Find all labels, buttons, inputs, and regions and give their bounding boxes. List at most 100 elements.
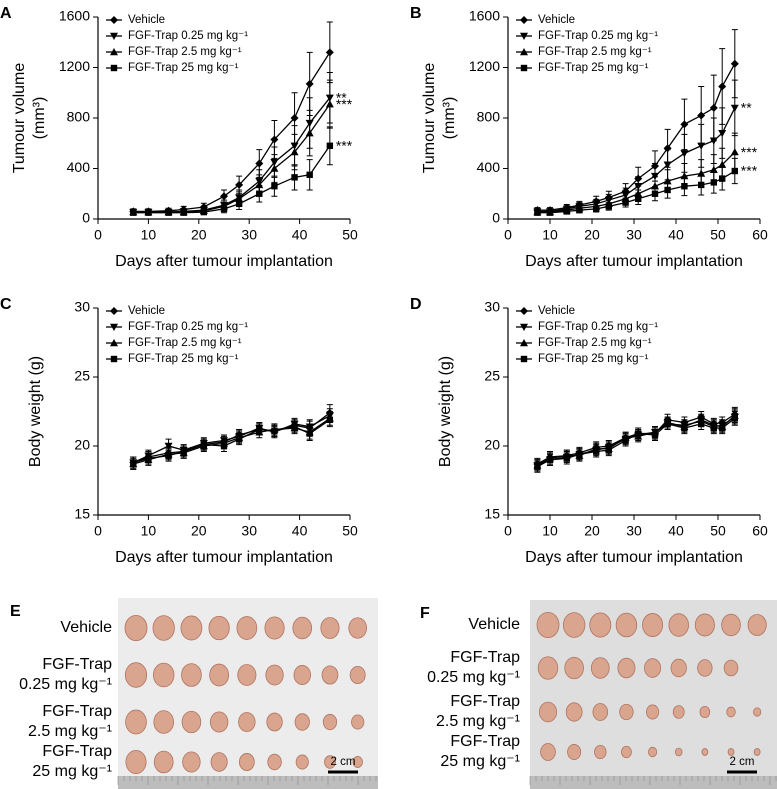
row-label: 2.5 mg kg⁻¹ — [28, 723, 112, 740]
marker — [718, 129, 727, 138]
x-tick-label: 40 — [292, 227, 308, 243]
tumour — [320, 617, 340, 639]
series-line — [133, 412, 331, 464]
row-label: FGF-Trap — [450, 733, 520, 750]
marker — [235, 435, 243, 443]
legend-label: FGF-Trap 25 mg kg⁻¹ — [128, 353, 239, 365]
x-tick-label: 50 — [342, 227, 358, 243]
tumour — [124, 662, 148, 688]
legend-label: FGF-Trap 0.25 mg kg⁻¹ — [128, 30, 248, 42]
panel-label: A — [0, 5, 12, 22]
significance-label: *** — [741, 144, 758, 160]
tumour — [590, 657, 610, 679]
tumour — [594, 744, 607, 760]
marker — [710, 179, 717, 186]
legend-label: FGF-Trap 0.25 mg kg⁻¹ — [128, 321, 248, 333]
marker — [576, 451, 583, 458]
marker — [697, 142, 706, 150]
marker — [635, 195, 642, 202]
series-line — [133, 103, 331, 213]
legend-label: FGF-Trap 25 mg kg⁻¹ — [128, 62, 239, 74]
tumour — [646, 704, 660, 720]
marker — [719, 424, 726, 432]
marker — [325, 48, 334, 57]
legend-marker — [520, 355, 528, 363]
series-line — [133, 52, 331, 213]
row-label: 25 mg kg⁻¹ — [32, 763, 112, 780]
legend-label: FGF-Trap 2.5 mg kg⁻¹ — [538, 46, 652, 58]
tumour — [152, 615, 175, 641]
legend-marker — [520, 48, 528, 56]
tumour — [721, 613, 741, 637]
y-tick-label: 25 — [74, 368, 90, 384]
legend-marker — [520, 339, 528, 347]
row-label: 2.5 mg kg⁻¹ — [436, 713, 520, 730]
marker — [306, 171, 313, 179]
marker — [534, 209, 541, 216]
legend-marker — [520, 16, 528, 24]
marker — [681, 424, 688, 432]
marker — [290, 148, 299, 156]
series-line — [537, 151, 736, 213]
ruler — [118, 776, 378, 789]
y-tick-label: 0 — [492, 210, 500, 226]
tumour — [617, 657, 636, 679]
tumour — [539, 701, 558, 723]
scale-bar-label: 2 cm — [331, 756, 356, 768]
y-tick-label: 15 — [74, 506, 90, 522]
marker — [563, 208, 570, 215]
tumour — [621, 745, 632, 759]
tumour — [674, 747, 683, 757]
tumour — [589, 612, 612, 638]
marker — [663, 161, 672, 169]
significance-label: *** — [336, 137, 353, 153]
x-tick-label: 0 — [94, 227, 102, 243]
y-tick-label: 20 — [484, 437, 500, 453]
legend-marker — [110, 32, 118, 40]
tumour — [727, 748, 735, 756]
marker — [270, 164, 279, 172]
marker — [220, 442, 228, 450]
tumour — [209, 663, 230, 687]
y-tick-label: 800 — [67, 109, 91, 125]
y-tick-label: 20 — [74, 437, 90, 453]
tumour — [753, 707, 762, 717]
tumour — [324, 755, 336, 769]
significance-label: ** — [741, 100, 752, 116]
x-tick-label: 20 — [584, 227, 600, 243]
tumour — [322, 713, 338, 731]
row-label: 0.25 mg kg⁻¹ — [427, 669, 520, 686]
marker — [200, 441, 208, 448]
marker — [718, 82, 727, 91]
marker — [165, 452, 172, 459]
tumour — [238, 753, 255, 771]
marker — [271, 427, 278, 435]
tumour — [352, 756, 363, 768]
marker — [145, 209, 152, 216]
marker — [180, 209, 187, 216]
tumour — [699, 705, 711, 719]
marker — [718, 160, 727, 168]
tumour — [153, 750, 174, 774]
legend-label: FGF-Trap 25 mg kg⁻¹ — [538, 353, 649, 365]
x-tick-label: 30 — [241, 227, 257, 243]
y-tick-label: 1200 — [469, 58, 500, 74]
legend-marker — [520, 64, 528, 72]
tumour — [540, 743, 556, 761]
legend-marker — [110, 339, 118, 347]
x-tick-label: 10 — [542, 523, 558, 539]
marker — [709, 103, 718, 112]
tumour — [153, 662, 175, 688]
marker — [730, 104, 739, 112]
marker — [145, 455, 152, 462]
marker — [291, 423, 298, 430]
legend-marker — [110, 16, 118, 24]
marker — [664, 186, 671, 194]
marker — [635, 430, 642, 437]
row-label: FGF-Trap — [42, 703, 112, 720]
tumour — [180, 615, 203, 641]
marker — [605, 446, 612, 454]
panel-label: C — [0, 296, 12, 313]
tumour — [694, 613, 715, 637]
legend-marker — [110, 64, 118, 72]
